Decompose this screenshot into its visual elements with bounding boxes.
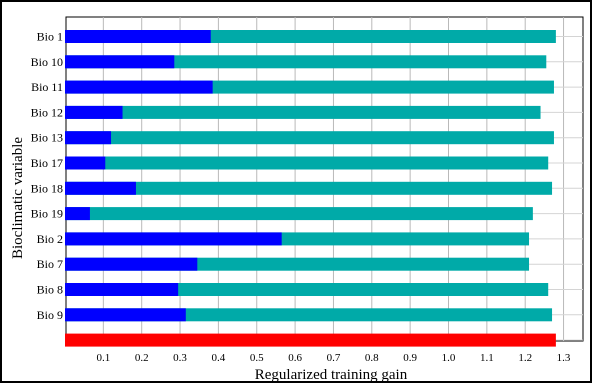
bar-series-1: [65, 181, 136, 195]
bar-series-1: [65, 257, 198, 271]
x-tick-label: 0.3: [173, 352, 187, 364]
category-label: Bio 18: [31, 181, 63, 195]
category-label: Bio 13: [31, 131, 63, 145]
x-tick-label: 0.1: [96, 352, 110, 364]
x-tick-labels: 0.1 0.2 0.3 0.4 0.5 0.6 0.7 0.8 0.9 1.0 1.1 1.2 1.3: [96, 352, 570, 364]
category-label: Bio 1: [37, 30, 63, 44]
category-label: Bio 8: [37, 283, 63, 297]
bar-series-0: [65, 105, 541, 119]
x-tick-label: 1.1: [480, 352, 494, 364]
bar-series-1: [65, 131, 112, 145]
bar-series-1: [65, 80, 213, 94]
bars: [65, 30, 556, 347]
bar-series-0: [65, 181, 553, 195]
bar-series-1: [65, 207, 90, 221]
bar-series-0: [65, 156, 549, 170]
category-label: Bio 12: [31, 105, 63, 119]
x-tick-label: 1.0: [442, 352, 456, 364]
bar-series-2: [65, 333, 556, 347]
category-labels: Bio 1 Bio 10 Bio 11 Bio 12 Bio 13 Bio 17 Bio 1…: [31, 30, 63, 322]
bar-series-1: [65, 156, 106, 170]
y-axis-title: Bioclimatic variable: [10, 137, 26, 259]
category-label: Bio 7: [37, 257, 63, 271]
x-tick-label: 0.9: [403, 352, 417, 364]
category-label: Bio 17: [31, 156, 63, 170]
bar-series-1: [65, 30, 211, 43]
x-tick-label: 0.4: [212, 352, 226, 364]
bar-series-0: [65, 131, 554, 145]
bar-series-1: [65, 105, 123, 119]
bar-series-0: [65, 207, 533, 221]
category-label: Bio 9: [37, 308, 63, 322]
bar-series-0: [65, 308, 553, 322]
category-label: Bio 19: [31, 207, 63, 221]
x-tick-label: 0.7: [327, 352, 341, 364]
bar-series-1: [65, 232, 282, 246]
bar-series-0: [65, 283, 549, 296]
category-label: Bio 2: [37, 232, 63, 246]
x-tick-label: 1.3: [557, 352, 571, 364]
x-axis-title: Regularized training gain: [255, 367, 408, 383]
category-label: Bio 10: [31, 55, 63, 69]
bar-series-0: [65, 55, 547, 69]
x-tick-label: 0.2: [135, 352, 149, 364]
x-tick-label: 0.5: [250, 352, 264, 364]
x-tick-label: 0.6: [288, 352, 302, 364]
bar-series-1: [65, 308, 186, 322]
bar-series-1: [65, 55, 175, 69]
bar-series-1: [65, 283, 179, 296]
x-tick-label: 0.8: [365, 352, 379, 364]
x-tick-label: 1.2: [518, 352, 532, 364]
category-label: Bio 11: [31, 80, 63, 94]
